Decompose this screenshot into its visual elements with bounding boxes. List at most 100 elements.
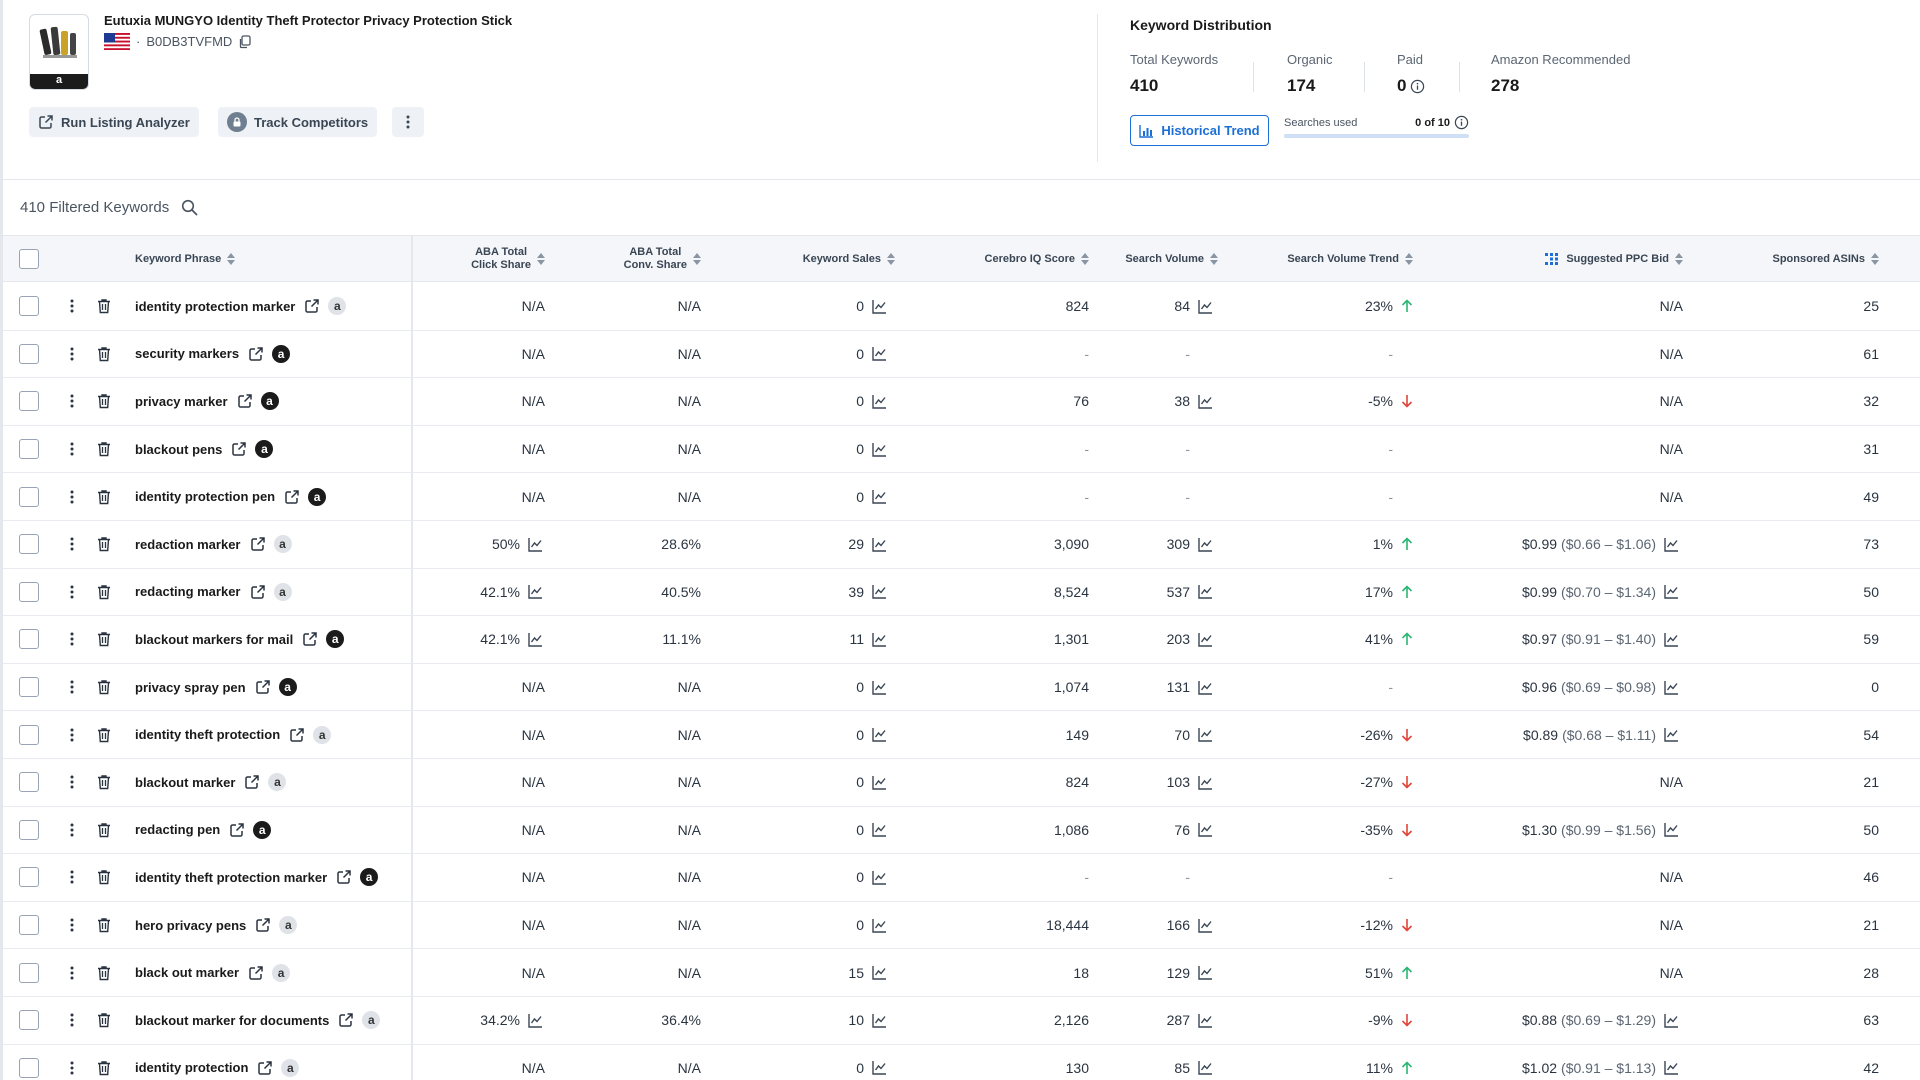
line-chart-icon[interactable] <box>872 632 887 647</box>
line-chart-icon[interactable] <box>1198 822 1213 838</box>
line-chart-icon[interactable] <box>872 727 887 742</box>
kebab-menu-icon[interactable] <box>70 441 74 457</box>
keyword-phrase[interactable]: privacy marker <box>135 393 228 409</box>
col-aba-conv-share[interactable]: ABA Total Conv. Share <box>593 236 701 282</box>
col-keyword-phrase[interactable]: Keyword Phrase <box>135 236 236 282</box>
line-chart-icon[interactable] <box>872 299 887 314</box>
line-chart-icon[interactable] <box>1198 584 1213 600</box>
external-link-icon[interactable] <box>255 917 271 933</box>
keyword-phrase[interactable]: security markers <box>135 346 240 362</box>
keyword-phrase[interactable]: redaction marker <box>135 536 241 552</box>
line-chart-icon[interactable] <box>872 680 887 695</box>
col-aba-click-share[interactable]: ABA Total Click Share <box>443 236 545 282</box>
col-cerebro-iq[interactable]: Cerebro IQ Score <box>953 236 1089 282</box>
line-chart-icon[interactable] <box>872 442 887 457</box>
external-link-icon[interactable] <box>255 679 271 695</box>
row-checkbox[interactable] <box>19 962 39 983</box>
line-chart-icon[interactable] <box>1664 1013 1679 1028</box>
line-chart-icon[interactable] <box>872 346 887 362</box>
row-checkbox[interactable] <box>19 439 39 460</box>
line-chart-icon[interactable] <box>1198 965 1213 980</box>
row-checkbox[interactable] <box>19 534 39 555</box>
kebab-menu-icon[interactable] <box>70 965 74 981</box>
keyword-phrase[interactable]: privacy spray pen <box>135 679 246 695</box>
line-chart-icon[interactable] <box>1198 537 1213 552</box>
keyword-phrase[interactable]: hero privacy pens <box>135 917 247 933</box>
keyword-phrase[interactable]: blackout pens <box>135 441 223 457</box>
external-link-icon[interactable] <box>237 393 253 409</box>
kebab-menu-icon[interactable] <box>70 393 74 409</box>
info-icon[interactable] <box>1410 79 1425 94</box>
external-link-icon[interactable] <box>302 631 318 647</box>
trash-icon[interactable] <box>97 441 111 457</box>
trash-icon[interactable] <box>97 1012 111 1028</box>
copy-icon[interactable] <box>238 34 252 49</box>
line-chart-icon[interactable] <box>872 584 887 600</box>
keyword-phrase[interactable]: redacting marker <box>135 584 241 600</box>
kebab-menu-icon[interactable] <box>70 489 74 505</box>
kebab-menu-icon[interactable] <box>70 869 74 885</box>
line-chart-icon[interactable] <box>528 584 543 600</box>
row-checkbox[interactable] <box>19 581 39 602</box>
row-checkbox[interactable] <box>19 486 39 507</box>
col-search-volume-trend[interactable]: Search Volume Trend <box>1263 236 1413 282</box>
row-checkbox[interactable] <box>19 724 39 745</box>
trash-icon[interactable] <box>97 346 111 362</box>
row-checkbox[interactable] <box>19 1010 39 1031</box>
row-checkbox[interactable] <box>19 343 39 364</box>
col-sponsored-asins[interactable]: Sponsored ASINs <box>1743 236 1879 282</box>
row-checkbox[interactable] <box>19 391 39 412</box>
line-chart-icon[interactable] <box>872 775 887 790</box>
trash-icon[interactable] <box>97 1060 111 1076</box>
line-chart-icon[interactable] <box>1198 632 1213 647</box>
info-icon[interactable] <box>1454 115 1469 130</box>
kebab-menu-icon[interactable] <box>70 679 74 695</box>
external-link-icon[interactable] <box>231 441 247 457</box>
line-chart-icon[interactable] <box>872 918 887 933</box>
line-chart-icon[interactable] <box>1664 680 1679 695</box>
line-chart-icon[interactable] <box>872 965 887 980</box>
keyword-phrase[interactable]: blackout markers for mail <box>135 631 294 647</box>
line-chart-icon[interactable] <box>872 537 887 552</box>
line-chart-icon[interactable] <box>1664 1060 1679 1076</box>
external-link-icon[interactable] <box>248 346 264 362</box>
external-link-icon[interactable] <box>250 584 266 600</box>
row-checkbox[interactable] <box>19 677 39 698</box>
line-chart-icon[interactable] <box>1198 1013 1213 1028</box>
trash-icon[interactable] <box>97 774 111 790</box>
track-competitors-button[interactable]: Track Competitors <box>218 107 378 137</box>
trash-icon[interactable] <box>97 727 111 743</box>
historical-trend-button[interactable]: Historical Trend <box>1130 115 1269 146</box>
external-link-icon[interactable] <box>338 1012 354 1028</box>
trash-icon[interactable] <box>97 679 111 695</box>
external-link-icon[interactable] <box>336 869 352 885</box>
trash-icon[interactable] <box>97 869 111 885</box>
row-checkbox[interactable] <box>19 296 39 317</box>
external-link-icon[interactable] <box>248 965 264 981</box>
row-checkbox[interactable] <box>19 629 39 650</box>
select-all-checkbox[interactable] <box>19 249 39 269</box>
trash-icon[interactable] <box>97 489 111 505</box>
row-checkbox[interactable] <box>19 772 39 793</box>
kebab-menu-icon[interactable] <box>70 536 74 552</box>
kebab-menu-icon[interactable] <box>70 298 74 314</box>
more-actions-button[interactable] <box>392 107 424 137</box>
external-link-icon[interactable] <box>257 1060 273 1076</box>
line-chart-icon[interactable] <box>1664 632 1679 647</box>
line-chart-icon[interactable] <box>528 1013 543 1028</box>
kebab-menu-icon[interactable] <box>70 1012 74 1028</box>
keyword-phrase[interactable]: identity theft protection <box>135 727 281 743</box>
col-keyword-sales[interactable]: Keyword Sales <box>773 236 895 282</box>
trash-icon[interactable] <box>97 965 111 981</box>
row-checkbox[interactable] <box>19 1057 39 1078</box>
line-chart-icon[interactable] <box>872 489 887 504</box>
keyword-phrase[interactable]: blackout marker for documents <box>135 1012 330 1028</box>
line-chart-icon[interactable] <box>1664 822 1679 838</box>
external-link-icon[interactable] <box>284 489 300 505</box>
line-chart-icon[interactable] <box>872 394 887 409</box>
line-chart-icon[interactable] <box>1198 299 1213 314</box>
kebab-menu-icon[interactable] <box>70 822 74 838</box>
search-icon[interactable] <box>181 199 198 216</box>
keyword-phrase[interactable]: redacting pen <box>135 822 221 838</box>
line-chart-icon[interactable] <box>872 870 887 885</box>
